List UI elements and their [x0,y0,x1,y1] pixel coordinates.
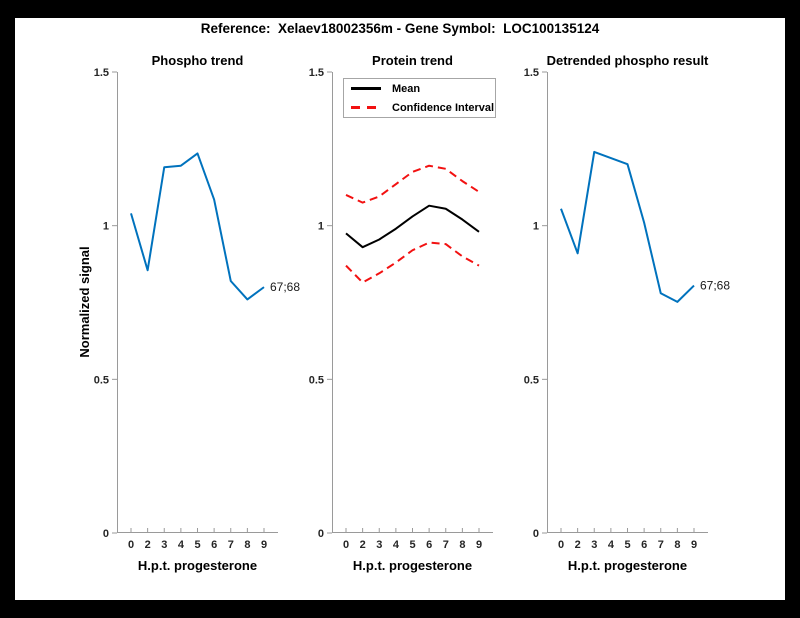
x-tick-label: 6 [641,539,647,551]
subplot-protein-trend: Protein trend 0 0.5 1 1.5 0 2 3 4 5 6 7 8 9 Mean Con… [309,53,496,573]
x-tick-label: 7 [228,539,234,551]
x-tick-label: 0 [558,539,564,551]
y-tick-label: 1.5 [94,67,109,79]
x-axis-label: H.p.t. progesterone [137,558,258,573]
y-tick-label: 1 [103,221,109,233]
x-axis-label: H.p.t. progesterone [567,558,688,573]
x-tick-label: 5 [624,539,630,551]
x-tick-label: 0 [128,539,134,551]
endpoint-label: 67;68 [270,280,300,294]
mean-line [345,204,480,249]
confidence-interval-lower-line [345,241,480,284]
legend-item-mean: Mean [344,79,495,98]
subplot-title: Phospho trend [151,53,244,68]
x-tick-label: 9 [691,539,697,551]
x-tick-label: 5 [194,539,200,551]
x-tick-label: 3 [591,539,597,551]
y-tick-label: 0.5 [94,374,109,386]
x-tick-label: 4 [178,539,185,551]
y-axis-label: Normalized signal [77,246,92,358]
legend-label: Confidence Interval [392,101,495,114]
x-axis-label: H.p.t. progesterone [352,558,473,573]
y-tick-label: 0 [533,528,539,540]
x-tick-label: 8 [244,539,250,551]
phospho-trend-chart: 00.511.50 2 3 4 5 6 7 8 967;68 [94,67,301,551]
phospho-trend-line [130,152,265,301]
endpoint-label: 67;68 [700,279,730,293]
x-tick-label: 5 [409,539,415,551]
figure-title: Reference: Xelaev18002356m - Gene Symbol… [200,21,600,36]
x-tick-label: 6 [211,539,217,551]
y-tick-label: 0.5 [524,374,539,386]
x-tick-label: 2 [360,539,366,551]
detrended-phospho-line [560,150,695,303]
x-tick-label: 6 [426,539,432,551]
legend: Mean Confidence Interval [343,78,496,118]
legend-item-confidence-interval: Confidence Interval [344,98,495,117]
x-tick-label: 4 [393,539,400,551]
x-tick-label: 8 [674,539,680,551]
confidence-interval-upper-line [345,164,480,204]
y-tick-label: 1 [533,221,539,233]
x-tick-label: 3 [161,539,167,551]
y-tick-label: 0 [318,528,324,540]
protein-trend-chart: 00.511.50 2 3 4 5 6 7 8 9 [309,67,493,551]
y-tick-label: 1 [318,221,324,233]
mean-line-sample-icon [351,87,381,90]
x-tick-label: 9 [476,539,482,551]
x-tick-label: 4 [608,539,615,551]
x-tick-label: 8 [459,539,465,551]
x-tick-label: 9 [261,539,267,551]
x-tick-label: 2 [575,539,581,551]
y-tick-label: 0.5 [309,374,324,386]
subplot-title: Detrended phospho result [546,53,709,68]
x-tick-label: 2 [145,539,151,551]
subplot-title: Protein trend [372,53,453,68]
x-tick-label: 7 [443,539,449,551]
x-tick-label: 7 [658,539,664,551]
subplot-phospho-trend: Phospho trend Normalized signal 0 0.5 1 1.5… [77,53,301,573]
subplot-detrended-phospho: Detrended phospho result 0 0.5 1 1.5 0 2 3 4 5 6 7… [524,53,731,573]
y-tick-label: 1.5 [309,67,324,79]
x-tick-label: 0 [343,539,349,551]
figure-canvas: Reference: Xelaev18002356m - Gene Symbol… [15,18,785,600]
confidence-interval-line-sample-icon [351,106,381,109]
x-tick-label: 3 [376,539,382,551]
legend-label: Mean [392,82,421,95]
y-tick-label: 0 [103,528,109,540]
detrended-phospho-chart: 00.511.50 2 3 4 5 6 7 8 967;68 [524,67,731,551]
y-tick-label: 1.5 [524,67,539,79]
